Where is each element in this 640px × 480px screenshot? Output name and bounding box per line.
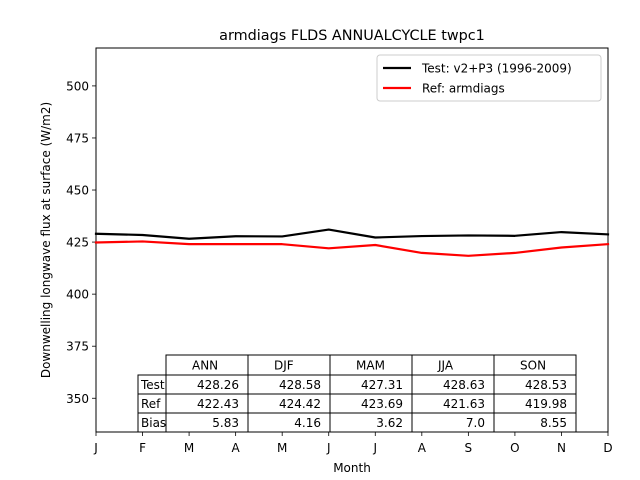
table-cell-value: 3.62 xyxy=(376,416,403,430)
legend-label-0: Test: v2+P3 (1996-2009) xyxy=(421,62,572,76)
x-tick-label: D xyxy=(603,441,612,455)
y-tick-label: 500 xyxy=(66,79,89,93)
x-tick-label: F xyxy=(139,441,146,455)
x-tick-label: S xyxy=(465,441,473,455)
table-cell-value: 421.63 xyxy=(443,397,485,411)
table-header-label: DJF xyxy=(274,359,294,373)
y-tick-label: 375 xyxy=(66,340,89,354)
x-tick-label: J xyxy=(93,441,98,455)
table-cell-value: 423.69 xyxy=(361,397,403,411)
table-row-label: Test xyxy=(140,378,165,392)
table-cell-value: 7.0 xyxy=(466,416,485,430)
y-tick-label: 475 xyxy=(66,131,89,145)
x-tick-label: A xyxy=(418,441,427,455)
table-cell-value: 4.16 xyxy=(294,416,321,430)
y-axis-label: Downwelling longwave flux at surface (W/… xyxy=(39,102,53,378)
series-line-0 xyxy=(94,228,610,240)
x-tick-label: O xyxy=(510,441,519,455)
x-tick-label: M xyxy=(277,441,287,455)
table-cell xyxy=(493,412,577,433)
x-tick-label: N xyxy=(557,441,566,455)
table-header-label: ANN xyxy=(192,359,218,373)
chart-title: armdiags FLDS ANNUALCYCLE twpc1 xyxy=(219,28,485,44)
table-header-label: MAM xyxy=(356,359,385,373)
table-cell-value: 424.42 xyxy=(279,397,321,411)
x-tick-label: M xyxy=(184,441,194,455)
stats-table: ANN DJF MAM JJA SON Test 428.26 428.58 427.31 428… xyxy=(137,354,577,433)
y-tick-label: 450 xyxy=(66,184,89,198)
y-tick-label: 350 xyxy=(66,392,89,406)
y-tick-label: 400 xyxy=(66,288,89,302)
table-cell-value: 428.58 xyxy=(279,378,321,392)
table-cell-value: 427.31 xyxy=(361,378,403,392)
x-axis-label: Month xyxy=(333,461,371,475)
table-cell-value: 8.55 xyxy=(540,416,567,430)
legend-box xyxy=(376,54,602,102)
series-layer xyxy=(94,228,610,257)
table-header-label: JJA xyxy=(437,359,454,373)
legend-label-1: Ref: armdiags xyxy=(422,82,505,96)
table-header-label: SON xyxy=(520,359,546,373)
table-cell-value: 5.83 xyxy=(212,416,239,430)
table-cell-value: 422.43 xyxy=(197,397,239,411)
y-axis: 350 375 400 425 450 475 500 xyxy=(66,79,96,406)
y-tick-label: 425 xyxy=(66,236,89,250)
x-tick-label: A xyxy=(232,441,241,455)
x-tick-label: J xyxy=(326,441,331,455)
table-cell-value: 428.53 xyxy=(525,378,567,392)
table-row-label: Bias xyxy=(141,416,166,430)
legend: Test: v2+P3 (1996-2009) Ref: armdiags xyxy=(376,54,602,102)
table-cell-value: 428.63 xyxy=(443,378,485,392)
table-cell-value: 428.26 xyxy=(197,378,239,392)
table-row-label: Ref xyxy=(141,397,161,411)
table-cell-value: 419.98 xyxy=(525,397,567,411)
series-line-1 xyxy=(94,240,610,257)
x-tick-label: J xyxy=(372,441,377,455)
